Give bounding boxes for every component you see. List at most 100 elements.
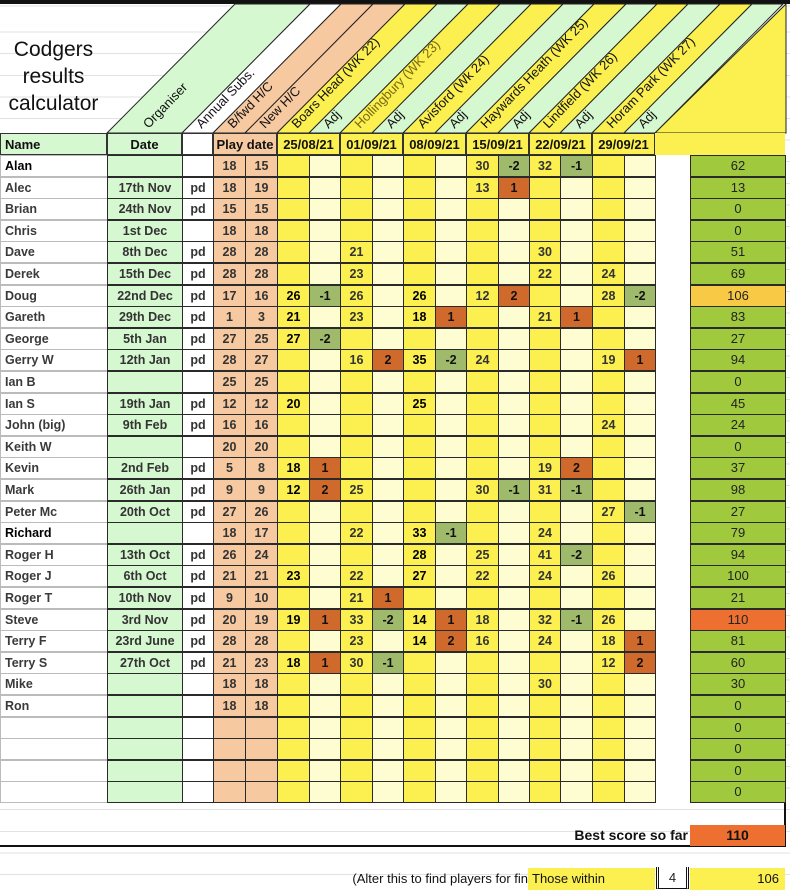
adj-cell[interactable] — [309, 522, 341, 544]
adj-cell[interactable] — [498, 263, 530, 285]
total-score-cell[interactable]: 21 — [690, 587, 786, 609]
score-cell[interactable] — [592, 198, 625, 220]
score-cell[interactable] — [277, 371, 310, 393]
adj-cell[interactable] — [624, 371, 656, 393]
organiser-date-cell[interactable]: 9th Feb — [107, 414, 183, 436]
score-cell[interactable] — [529, 285, 561, 307]
total-score-cell[interactable]: 45 — [690, 393, 786, 415]
score-cell[interactable]: 32 — [529, 609, 561, 631]
score-cell[interactable]: 32 — [529, 155, 561, 177]
score-cell[interactable] — [340, 198, 373, 220]
adj-cell[interactable]: 2 — [560, 457, 593, 479]
bfwd-hc-cell[interactable]: 25 — [213, 371, 246, 393]
adj-cell[interactable] — [435, 781, 467, 803]
score-cell[interactable] — [277, 695, 310, 717]
adj-cell[interactable] — [624, 760, 656, 782]
organiser-date-cell[interactable] — [107, 717, 183, 739]
score-cell[interactable] — [529, 328, 561, 350]
annual-subs-cell[interactable] — [182, 695, 214, 717]
adj-cell[interactable] — [372, 177, 404, 199]
total-score-cell[interactable]: 60 — [690, 652, 786, 674]
adj-cell[interactable] — [372, 285, 404, 307]
column-header-play-date-value[interactable]: 25/08/21 — [277, 133, 340, 155]
player-name-cell[interactable]: Kevin — [0, 457, 108, 479]
player-name-cell[interactable]: Roger J — [0, 565, 108, 587]
adj-cell[interactable] — [372, 436, 404, 458]
adj-cell[interactable]: 2 — [498, 285, 530, 307]
score-cell[interactable]: 18 — [277, 652, 310, 674]
bfwd-hc-cell[interactable]: 18 — [213, 673, 246, 695]
score-cell[interactable] — [529, 781, 561, 803]
score-cell[interactable]: 19 — [277, 609, 310, 631]
adj-cell[interactable] — [498, 717, 530, 739]
score-cell[interactable] — [403, 501, 436, 523]
score-cell[interactable]: 24 — [529, 565, 561, 587]
adj-cell[interactable] — [372, 760, 404, 782]
score-cell[interactable]: 21 — [529, 306, 561, 328]
new-hc-cell[interactable] — [245, 760, 278, 782]
score-cell[interactable] — [403, 717, 436, 739]
score-cell[interactable] — [592, 371, 625, 393]
adj-cell[interactable] — [624, 198, 656, 220]
annual-subs-cell[interactable] — [182, 760, 214, 782]
column-header-play-date[interactable]: Play date — [213, 133, 277, 155]
score-cell[interactable] — [277, 198, 310, 220]
score-cell[interactable]: 22 — [529, 263, 561, 285]
adj-cell[interactable] — [372, 371, 404, 393]
annual-subs-cell[interactable]: pd — [182, 393, 214, 415]
adj-cell[interactable] — [624, 587, 656, 609]
adj-cell[interactable] — [372, 522, 404, 544]
score-cell[interactable] — [592, 155, 625, 177]
score-cell[interactable]: 18 — [592, 630, 625, 652]
adj-cell[interactable] — [435, 717, 467, 739]
new-hc-cell[interactable] — [245, 738, 278, 760]
score-cell[interactable] — [592, 220, 625, 242]
adj-cell[interactable] — [624, 738, 656, 760]
adj-cell[interactable] — [372, 328, 404, 350]
annual-subs-cell[interactable]: pd — [182, 565, 214, 587]
player-name-cell[interactable] — [0, 781, 108, 803]
score-cell[interactable] — [403, 263, 436, 285]
organiser-date-cell[interactable]: 24th Nov — [107, 198, 183, 220]
adj-cell[interactable] — [372, 414, 404, 436]
player-name-cell[interactable] — [0, 760, 108, 782]
score-cell[interactable]: 26 — [592, 609, 625, 631]
player-name-cell[interactable]: Ron — [0, 695, 108, 717]
score-cell[interactable]: 22 — [340, 565, 373, 587]
player-name-cell[interactable]: Gerry W — [0, 349, 108, 371]
new-hc-cell[interactable]: 25 — [245, 328, 278, 350]
those-within-input[interactable]: 4 — [656, 867, 689, 889]
score-cell[interactable]: 28 — [403, 544, 436, 566]
adj-cell[interactable] — [372, 479, 404, 501]
score-cell[interactable] — [529, 349, 561, 371]
score-cell[interactable] — [403, 781, 436, 803]
adj-cell[interactable] — [372, 738, 404, 760]
adj-cell[interactable] — [372, 781, 404, 803]
score-cell[interactable] — [466, 306, 499, 328]
score-cell[interactable]: 27 — [403, 565, 436, 587]
adj-cell[interactable] — [309, 695, 341, 717]
adj-cell[interactable] — [560, 436, 593, 458]
annual-subs-cell[interactable]: pd — [182, 349, 214, 371]
score-cell[interactable] — [403, 673, 436, 695]
new-hc-cell[interactable]: 25 — [245, 371, 278, 393]
annual-subs-cell[interactable]: pd — [182, 501, 214, 523]
column-header-play-date-value[interactable]: 29/09/21 — [592, 133, 655, 155]
new-hc-cell[interactable]: 18 — [245, 220, 278, 242]
adj-cell[interactable] — [435, 285, 467, 307]
bfwd-hc-cell[interactable]: 18 — [213, 220, 246, 242]
new-hc-cell[interactable]: 15 — [245, 198, 278, 220]
score-cell[interactable] — [529, 695, 561, 717]
score-cell[interactable]: 12 — [592, 652, 625, 674]
adj-cell[interactable] — [309, 587, 341, 609]
score-cell[interactable] — [403, 198, 436, 220]
bfwd-hc-cell[interactable] — [213, 738, 246, 760]
adj-cell[interactable] — [372, 457, 404, 479]
total-score-cell[interactable]: 37 — [690, 457, 786, 479]
adj-cell[interactable] — [309, 393, 341, 415]
new-hc-cell[interactable]: 28 — [245, 263, 278, 285]
adj-cell[interactable] — [624, 177, 656, 199]
adj-cell[interactable] — [498, 630, 530, 652]
adj-cell[interactable] — [498, 198, 530, 220]
adj-cell[interactable]: -2 — [560, 544, 593, 566]
